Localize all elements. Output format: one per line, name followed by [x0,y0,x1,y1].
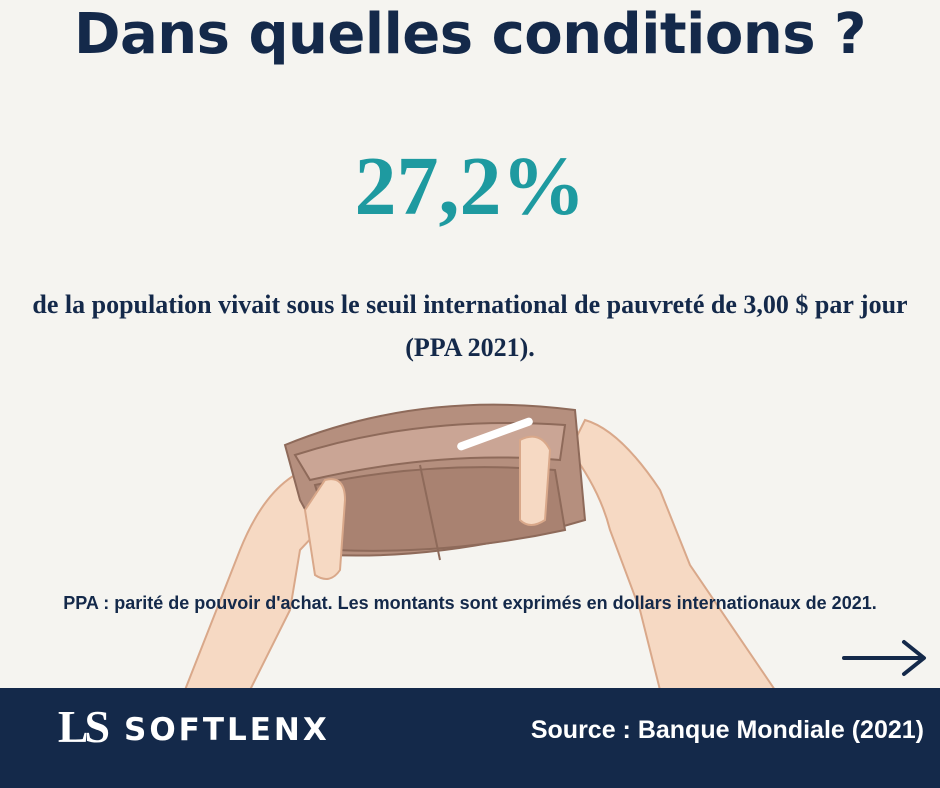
footer-bar [0,688,940,788]
logo-mark: LS [57,701,110,752]
title: Dans quelles conditions ? [73,2,867,67]
next-arrow[interactable] [840,636,930,680]
logo: LS [56,696,110,758]
stat-description: de la population vivait sous le seuil in… [32,290,908,362]
brand-name: SOFTLENX [124,712,330,748]
wallet-illustration [183,403,777,690]
note: PPA : parité de pouvoir d'achat. Les mon… [63,593,877,613]
source: Source : Banque Mondiale (2021) [530,716,924,744]
stat-value: 27,2% [354,140,586,233]
